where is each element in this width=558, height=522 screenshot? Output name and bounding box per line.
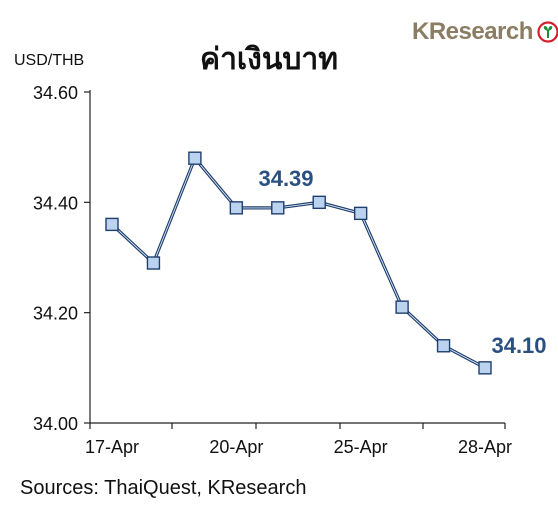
series-line xyxy=(111,157,486,369)
x-tick-label: 20-Apr xyxy=(209,437,263,457)
y-tick-label: 34.40 xyxy=(33,193,78,213)
x-tick-label: 28-Apr xyxy=(458,437,512,457)
data-point-marker xyxy=(229,201,244,215)
data-point-marker xyxy=(395,300,409,314)
data-point-marker xyxy=(478,361,492,375)
data-point-marker xyxy=(271,201,285,215)
data-point-marker xyxy=(312,195,326,210)
source-note: Sources: ThaiQuest, KResearch xyxy=(20,477,307,499)
y-tick-label: 34.00 xyxy=(33,414,78,434)
data-value-label: 34.39 xyxy=(258,166,313,191)
y-tick-label: 34.60 xyxy=(33,83,78,103)
kresearch-logo: KResearch xyxy=(412,18,558,46)
x-tick-label: 25-Apr xyxy=(334,437,388,457)
data-point-marker xyxy=(188,151,202,165)
data-point-marker xyxy=(146,256,161,270)
chart-title: ค่าเงินบาท xyxy=(200,42,338,77)
y-tick-label: 34.20 xyxy=(33,304,78,324)
logo-text: KResearch xyxy=(412,18,533,45)
data-point-marker xyxy=(353,206,368,221)
x-tick-label: 17-Apr xyxy=(85,437,139,457)
data-value-label: 34.10 xyxy=(491,333,546,358)
y-axis-unit-label: USD/THB xyxy=(14,52,85,69)
leaf-icon xyxy=(537,21,558,43)
data-point-marker xyxy=(436,339,451,353)
data-point-marker xyxy=(105,217,119,232)
